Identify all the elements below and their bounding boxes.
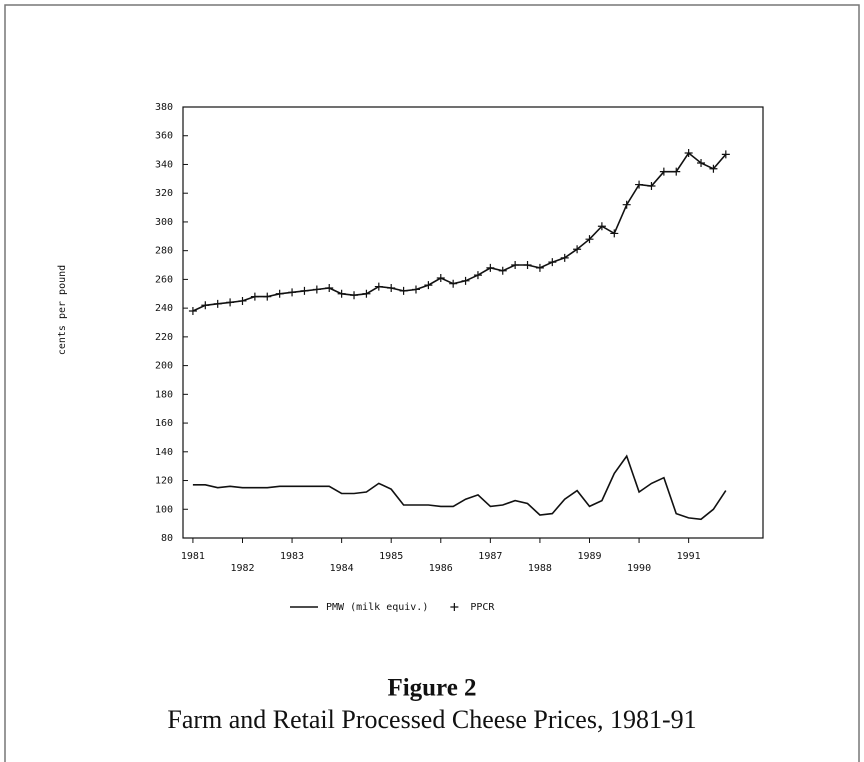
- plus-marker: [250, 292, 259, 301]
- series-line: [192, 454, 727, 521]
- x-tick-label: 1988: [528, 563, 552, 574]
- y-tick-label: 240: [155, 303, 173, 314]
- y-tick-label: 140: [155, 447, 173, 458]
- x-tick-label: 1987: [478, 551, 502, 562]
- y-tick-label: 300: [155, 217, 173, 228]
- plus-marker: [535, 263, 544, 272]
- y-tick-label: 80: [161, 533, 173, 544]
- y-tick-label: 200: [155, 361, 173, 372]
- y-axis-label: cents per pound: [57, 265, 68, 355]
- legend-marker: [450, 603, 459, 611]
- plus-marker: [362, 289, 371, 298]
- y-tick-label: 280: [155, 246, 173, 257]
- plus-marker: [300, 286, 309, 295]
- frame: [4, 4, 860, 762]
- plus-marker: [288, 288, 297, 297]
- plus-marker: [721, 150, 730, 159]
- plus-marker: [411, 285, 420, 294]
- plus-marker: [436, 273, 445, 282]
- y-tick-label: 180: [155, 389, 173, 400]
- plus-marker: [201, 301, 210, 310]
- plus-marker: [374, 282, 383, 291]
- y-tick-label: 120: [155, 476, 173, 487]
- plus-marker: [659, 167, 668, 176]
- plus-marker: [560, 253, 569, 262]
- plus-marker: [622, 200, 631, 209]
- plus-marker: [498, 266, 507, 275]
- plus-marker: [635, 180, 644, 189]
- y-tick-label: 360: [155, 131, 173, 142]
- plus-marker: [585, 235, 594, 244]
- plus-marker: [610, 229, 619, 238]
- plus-marker: [684, 148, 693, 157]
- plus-marker: [709, 164, 718, 173]
- plus-marker: [573, 245, 582, 254]
- x-tick-label: 1991: [677, 551, 701, 562]
- plus-marker: [523, 261, 532, 270]
- plus-marker: [337, 289, 346, 298]
- x-tick-label: 1990: [627, 563, 651, 574]
- plus-marker: [325, 284, 334, 293]
- plus-marker: [697, 159, 706, 168]
- plus-marker: [263, 292, 272, 301]
- y-tick-label: 320: [155, 188, 173, 199]
- plus-marker: [387, 284, 396, 293]
- y-tick-label: 340: [155, 159, 173, 170]
- chart-subtitle: Farm and Retail Processed Cheese Prices,…: [167, 705, 696, 734]
- plus-marker: [511, 261, 520, 270]
- plus-marker: [473, 271, 482, 280]
- x-tick-label: 1984: [330, 563, 354, 574]
- x-tick-label: 1983: [280, 551, 304, 562]
- plus-marker: [461, 276, 470, 285]
- plus-marker: [188, 307, 197, 316]
- plot-area: [182, 106, 764, 539]
- x-tick-label: 1989: [577, 551, 601, 562]
- legend-label: PMW (milk equiv.): [326, 602, 428, 613]
- plus-marker: [548, 258, 557, 267]
- plus-marker: [213, 299, 222, 308]
- plus-marker: [275, 289, 284, 298]
- y-tick-label: 220: [155, 332, 173, 343]
- plus-marker: [597, 222, 606, 231]
- plus-marker: [486, 263, 495, 272]
- y-tick-label: 260: [155, 274, 173, 285]
- plus-marker: [449, 279, 458, 288]
- plus-marker: [238, 296, 247, 305]
- plus-marker: [424, 281, 433, 290]
- plus-marker: [350, 291, 359, 300]
- y-tick-label: 380: [155, 102, 173, 113]
- plus-marker: [399, 286, 408, 295]
- x-tick-label: 1981: [181, 551, 205, 562]
- plus-marker: [226, 298, 235, 307]
- legend-label: PPCR: [470, 602, 495, 613]
- x-tick-label: 1982: [230, 563, 254, 574]
- plus-marker: [647, 182, 656, 191]
- series-line: [192, 151, 727, 312]
- plus-marker: [312, 285, 321, 294]
- chart-title: Figure 2: [387, 675, 476, 702]
- x-tick-label: 1985: [379, 551, 403, 562]
- y-tick-label: 100: [155, 504, 173, 515]
- x-tick-label: 1986: [429, 563, 453, 574]
- plus-marker: [672, 167, 681, 176]
- y-tick-label: 160: [155, 418, 173, 429]
